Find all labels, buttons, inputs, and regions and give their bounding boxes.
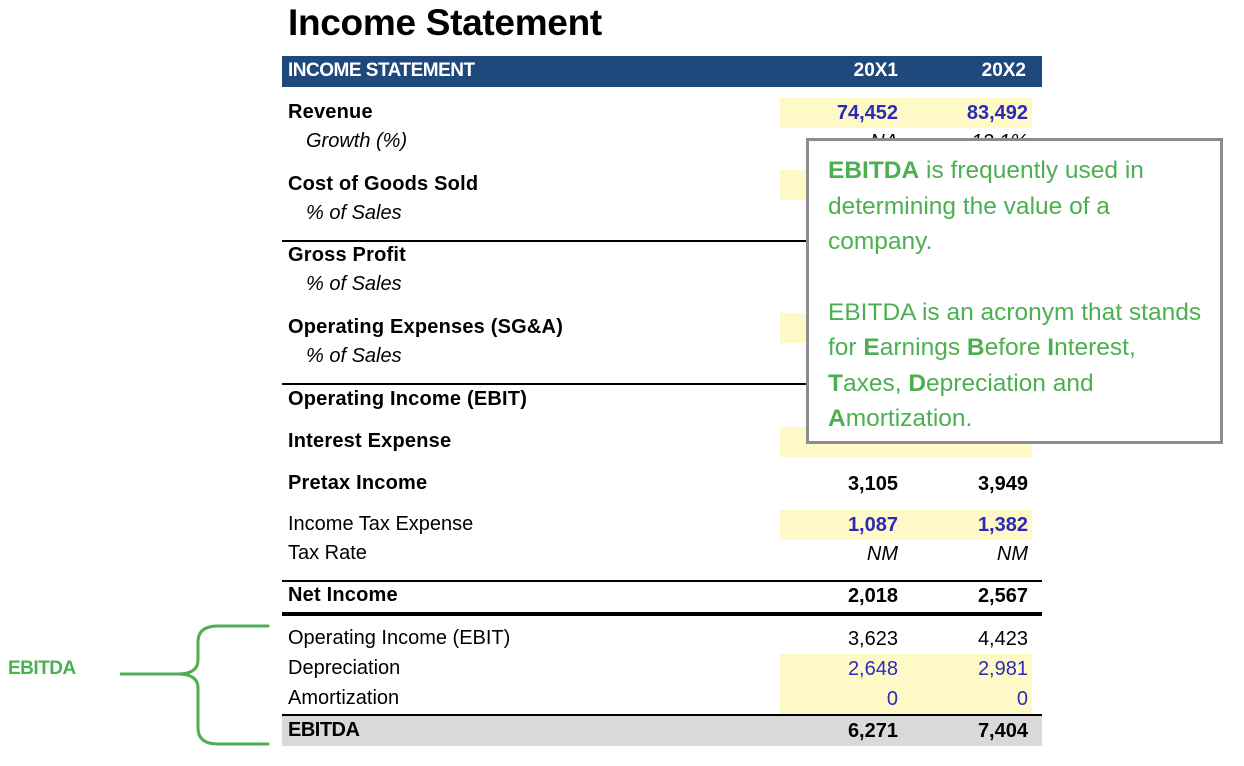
curly-brace-icon: [120, 624, 270, 746]
value-20x1: 6,271: [847, 720, 898, 742]
row-label: Income Tax Expense: [288, 513, 474, 535]
row-label: Depreciation: [288, 657, 401, 679]
value-20x1: 3,623: [847, 628, 898, 650]
acronym-letter: D: [908, 369, 927, 397]
row-label: EBITDA: [288, 719, 360, 741]
row-label: Operating Income (EBIT): [288, 388, 528, 410]
row-tax: Income Tax Expense 1,087 1,382: [282, 510, 1042, 540]
row-amortization: Amortization 0 0: [282, 684, 1042, 714]
acronym-letter: B: [966, 334, 985, 361]
table-header: INCOME STATEMENT 20X1 20X2: [282, 56, 1042, 87]
value-20x1[interactable]: 0: [780, 684, 902, 714]
row-depreciation: Depreciation 2,648 2,981: [282, 654, 1042, 684]
row-gp-pct: % of Sales: [282, 270, 1042, 300]
value-20x1: 2,018: [847, 585, 898, 607]
row-label: Operating Income (EBIT): [288, 627, 511, 649]
value-20x2[interactable]: 0: [902, 684, 1032, 714]
callout-text: epreciation and: [926, 369, 1094, 397]
divider: [282, 714, 1042, 716]
row-label: Gross Profit: [288, 244, 406, 266]
row-label: Net Income: [288, 584, 398, 606]
value-20x2: 3,949: [977, 473, 1028, 495]
callout-text: mortization.: [845, 405, 973, 432]
acronym-letter: I: [1047, 334, 1055, 361]
row-pretax: Pretax Income 3,105 3,949: [282, 469, 1042, 499]
acronym-letter: E: [863, 334, 880, 361]
callout-bold-term: EBITDA: [828, 157, 920, 184]
row-label: Tax Rate: [288, 542, 367, 564]
row-ebit-2: Operating Income (EBIT) 3,623 4,423: [282, 624, 1042, 654]
row-label: Operating Expenses (SG&A): [288, 316, 564, 338]
header-year-2: 20X2: [981, 60, 1026, 81]
callout-paragraph-1: EBITDA is frequently used in determining…: [828, 153, 1206, 260]
row-label: Revenue: [288, 101, 373, 123]
callout-text: EBITDA is an acronym that stands for: [828, 298, 1202, 362]
row-cogs-pct: % of Sales: [282, 199, 1042, 229]
value-20x2: 2,567: [977, 585, 1028, 607]
callout-text: axes,: [842, 369, 909, 397]
row-tax-rate: Tax Rate NM NM: [282, 539, 1042, 569]
value-20x1[interactable]: 74,452: [780, 98, 902, 128]
value-20x2: 7,404: [977, 720, 1028, 742]
row-label: Pretax Income: [288, 472, 428, 494]
value-20x2[interactable]: 2,981: [902, 654, 1032, 684]
row-gross-profit: Gross Profit: [282, 241, 1042, 271]
acronym-letter: T: [828, 369, 843, 397]
acronym-letter: A: [828, 405, 846, 432]
page-title: Income Statement: [288, 2, 602, 43]
row-opex-pct: % of Sales: [282, 342, 1042, 372]
row-label: % of Sales: [306, 273, 402, 295]
value-20x1: 3,105: [847, 473, 898, 495]
row-ebit: Operating Income (EBIT): [282, 385, 1042, 415]
value-20x2[interactable]: 1,382: [902, 510, 1032, 540]
row-net-income: Net Income 2,018 2,567: [282, 581, 1042, 611]
callout-text: arnings: [879, 334, 967, 361]
row-label: % of Sales: [306, 202, 402, 224]
value-20x1[interactable]: 1,087: [780, 510, 902, 540]
callout-text: efore: [984, 334, 1048, 361]
ebitda-side-label: EBITDA: [8, 658, 76, 679]
spacer: [828, 260, 1206, 295]
divider: [282, 240, 1042, 242]
header-label: INCOME STATEMENT: [288, 60, 475, 81]
callout-text: nterest,: [1054, 334, 1136, 361]
value-20x2: NM: [996, 543, 1028, 565]
divider: [282, 580, 1042, 582]
callout-paragraph-2: EBITDA is an acronym that stands for Ear…: [828, 295, 1206, 437]
value-20x2[interactable]: 83,492: [902, 98, 1032, 128]
row-label: Growth (%): [306, 130, 408, 152]
row-revenue: Revenue 74,452 83,492: [282, 98, 1042, 128]
row-label: Amortization: [288, 687, 400, 709]
row-ebitda: EBITDA 6,271 7,404: [282, 716, 1042, 746]
header-year-1: 20X1: [853, 60, 898, 81]
row-label: Cost of Goods Sold: [288, 173, 479, 195]
divider: [282, 383, 1042, 385]
callout-text: is frequently used in determining the va…: [828, 157, 1144, 255]
row-label: % of Sales: [306, 345, 402, 367]
value-20x2: 4,423: [977, 628, 1028, 650]
row-label: Interest Expense: [288, 430, 452, 452]
ebitda-callout: EBITDA is frequently used in determining…: [806, 138, 1223, 444]
double-divider: [282, 612, 1042, 616]
value-20x1: NM: [866, 543, 898, 565]
value-20x1[interactable]: 2,648: [780, 654, 902, 684]
